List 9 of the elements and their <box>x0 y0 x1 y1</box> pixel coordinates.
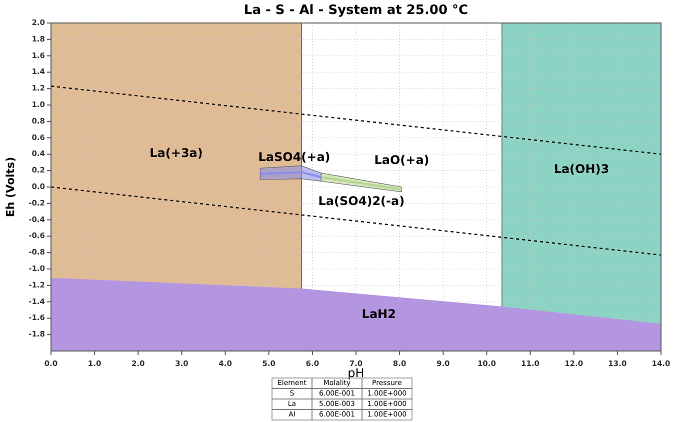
chart-title: La - S - Al - System at 25.00 °C <box>244 3 468 18</box>
band-label: La(+3a) <box>150 146 203 160</box>
series-label: LaH2 <box>362 307 396 322</box>
x-axis-title: pH <box>348 366 364 380</box>
y-axis-title: Eh (Volts) <box>4 156 17 218</box>
band-label: La(OH)3 <box>554 162 610 176</box>
series-label: LaSO4(+a) <box>258 150 330 164</box>
band-label: LaO(+a) <box>374 153 430 168</box>
series-label: La(SO4)2(-a) <box>318 194 405 208</box>
